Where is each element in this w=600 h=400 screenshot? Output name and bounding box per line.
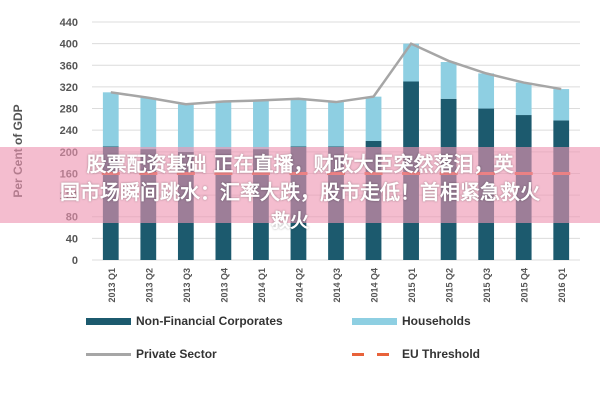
- x-tick-label: 2013 Q2: [144, 268, 154, 303]
- legend-label-households: Households: [402, 314, 471, 328]
- x-tick-label: 2013 Q4: [219, 268, 229, 303]
- legend-label-private-sector: Private Sector: [136, 347, 217, 361]
- y-tick-label: 440: [60, 17, 78, 29]
- bar-households: [328, 102, 344, 147]
- overlay-banner: [0, 147, 600, 223]
- line-private-sector: [110, 42, 562, 106]
- y-tick-label: 0: [72, 255, 78, 267]
- bar-households: [290, 98, 307, 147]
- x-tick-label: 2013 Q1: [107, 268, 117, 303]
- legend-swatch-households: [352, 318, 397, 325]
- bar-households: [140, 97, 157, 150]
- bar-households: [215, 101, 232, 150]
- legend-swatch-eu-threshold-a: [352, 353, 364, 356]
- bar-households: [102, 92, 119, 147]
- x-tick-label: 2015 Q2: [445, 268, 455, 303]
- y-tick-label: 240: [60, 125, 78, 137]
- legend-swatch-eu-threshold-b: [377, 353, 389, 356]
- bar-households: [403, 43, 419, 82]
- x-tick-label: 2015 Q1: [407, 268, 417, 303]
- bar-households: [253, 100, 269, 150]
- legend-swatch-private-sector: [86, 353, 131, 356]
- x-tick-label: 2015 Q3: [482, 268, 492, 303]
- x-tick-label: 2013 Q3: [182, 268, 192, 303]
- legend-label-non-financial-corporates: Non-Financial Corporates: [136, 314, 283, 328]
- y-tick-label: 40: [66, 233, 78, 245]
- overlay-headline-line2: 国市场瞬间跳水：汇率大跌，股市走低！首相紧急救火: [60, 180, 540, 204]
- overlay-headline-line3: 救火: [270, 210, 309, 232]
- y-tick-label: 360: [60, 60, 78, 72]
- bar-households: [177, 104, 194, 152]
- x-tick-label: 2014 Q1: [257, 268, 267, 303]
- legend-label-eu-threshold: EU Threshold: [402, 347, 481, 361]
- overlay-headline-line1: 股票配资基础 正在直播，财政大臣突然落泪，英: [86, 152, 514, 176]
- y-tick-label: 320: [60, 82, 78, 94]
- x-tick-label: 2014 Q2: [294, 268, 304, 303]
- legend-swatch-non-financial-corporates: [86, 318, 131, 325]
- bar-households: [478, 73, 495, 109]
- bar-households: [515, 82, 532, 116]
- x-tick-label: 2016 Q1: [557, 268, 567, 303]
- bar-households: [440, 62, 457, 99]
- x-tick-label: 2014 Q4: [370, 268, 380, 303]
- y-tick-label: 280: [60, 104, 78, 116]
- bar-households: [553, 89, 570, 121]
- x-tick-label: 2014 Q3: [332, 268, 342, 303]
- bar-households: [365, 96, 382, 141]
- x-tick-label: 2015 Q4: [520, 268, 530, 303]
- y-tick-label: 400: [60, 39, 78, 51]
